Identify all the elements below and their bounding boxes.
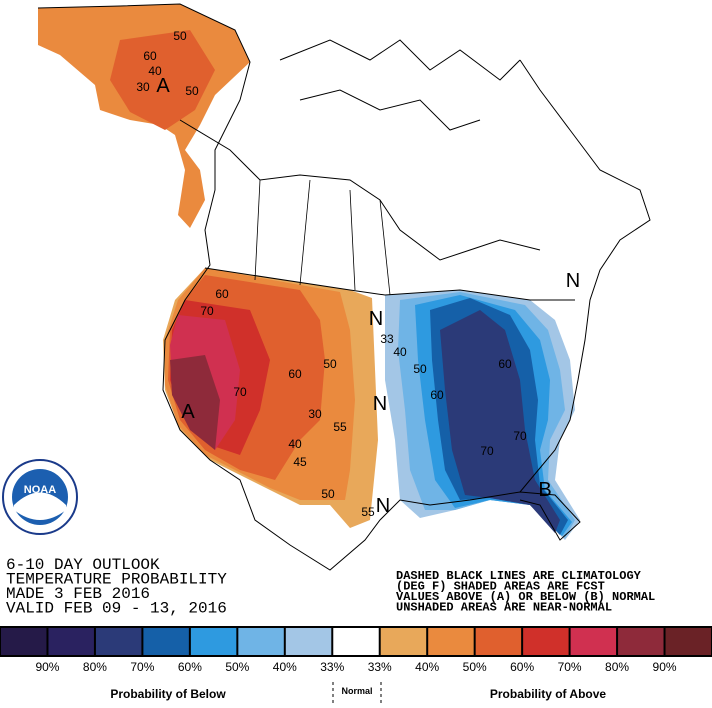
- contour-label: 60: [288, 367, 302, 381]
- note-line: VALUES ABOVE (A) OR BELOW (B) NORMAL: [396, 590, 655, 604]
- contour-label: 40: [148, 64, 162, 78]
- title-line: VALID FEB 09 - 13, 2016: [6, 600, 227, 618]
- contour-label: 50: [323, 357, 337, 371]
- legend-swatch: [95, 628, 142, 655]
- contour-label: 30: [136, 80, 150, 94]
- contour-label: 50: [413, 362, 427, 376]
- category-letter: N: [373, 393, 387, 415]
- category-letter: B: [538, 479, 551, 501]
- normal-label: Normal: [341, 686, 372, 696]
- contour-label: 40: [393, 345, 407, 359]
- legend-swatch: [1, 628, 47, 655]
- legend-swatch: [523, 628, 569, 655]
- contour-label: 60: [430, 388, 444, 402]
- legend-swatch: [285, 628, 332, 655]
- contour-label: 40: [288, 437, 302, 451]
- legend-swatch: [48, 628, 94, 655]
- legend-swatch: [238, 628, 284, 655]
- category-letter: N: [376, 495, 390, 517]
- west-above-90: [170, 355, 220, 450]
- legend-swatch: [190, 628, 237, 655]
- contour-label: 50: [185, 84, 199, 98]
- logo-text: NOAA: [24, 484, 56, 496]
- contour-label: 33: [380, 332, 394, 346]
- legend-swatch: [475, 628, 522, 655]
- contour-label: 45: [293, 455, 307, 469]
- legend-tick: 80%: [83, 660, 107, 674]
- legend-swatch: [665, 628, 711, 655]
- legend-tick: 70%: [130, 660, 154, 674]
- contour-label: 70: [513, 429, 527, 443]
- contour-label: 60: [143, 49, 157, 63]
- legend-tick: 40%: [415, 660, 439, 674]
- legend-tick: 50%: [463, 660, 487, 674]
- legend-swatch: [143, 628, 189, 655]
- contour-label: 50: [321, 487, 335, 501]
- contour-label: 70: [480, 444, 494, 458]
- legend-tick: 60%: [178, 660, 202, 674]
- map-outline: [37, 3, 651, 571]
- east-below-70: [440, 310, 560, 533]
- category-letter: A: [181, 401, 195, 423]
- note-line: DASHED BLACK LINES ARE CLIMATOLOGY: [396, 569, 642, 583]
- legend-tick: 50%: [225, 660, 249, 674]
- contour-label: 60: [498, 357, 512, 371]
- title-line: 6-10 DAY OUTLOOK: [6, 556, 160, 574]
- legend-tick: 33%: [368, 660, 392, 674]
- contour-label: 55: [333, 420, 347, 434]
- legend-swatch: [618, 628, 664, 655]
- title-line: MADE 3 FEB 2016: [6, 585, 150, 603]
- contour-label: 55: [361, 505, 375, 519]
- logo-gull: [14, 492, 66, 520]
- legend-swatch: [570, 628, 617, 655]
- note-line: (DEG F) SHADED AREAS ARE FCST: [396, 580, 605, 594]
- legend-tick: 70%: [558, 660, 582, 674]
- legend-tick: 90%: [653, 660, 677, 674]
- legend-swatch: [428, 628, 474, 655]
- legend-swatch: [333, 628, 379, 655]
- above-label: Probability of Above: [490, 687, 607, 701]
- title-line: TEMPERATURE PROBABILITY: [6, 571, 227, 589]
- legend-tick: 80%: [605, 660, 629, 674]
- contour-label: 60: [215, 287, 229, 301]
- contour-label: 50: [173, 29, 187, 43]
- contour-label: 70: [200, 304, 214, 318]
- legend-tick: 33%: [320, 660, 344, 674]
- legend-tick: 90%: [35, 660, 59, 674]
- legend-tick: 60%: [510, 660, 534, 674]
- category-letter: N: [566, 270, 580, 292]
- category-letter: A: [156, 75, 170, 97]
- below-label: Probability of Below: [110, 687, 226, 701]
- legend-swatch: [380, 628, 427, 655]
- contour-label: 70: [233, 385, 247, 399]
- note-line: UNSHADED AREAS ARE NEAR-NORMAL: [396, 601, 612, 615]
- category-letter: N: [369, 308, 383, 330]
- alaska-above-60: [110, 30, 215, 130]
- contour-label: 30: [308, 407, 322, 421]
- legend-tick: 40%: [273, 660, 297, 674]
